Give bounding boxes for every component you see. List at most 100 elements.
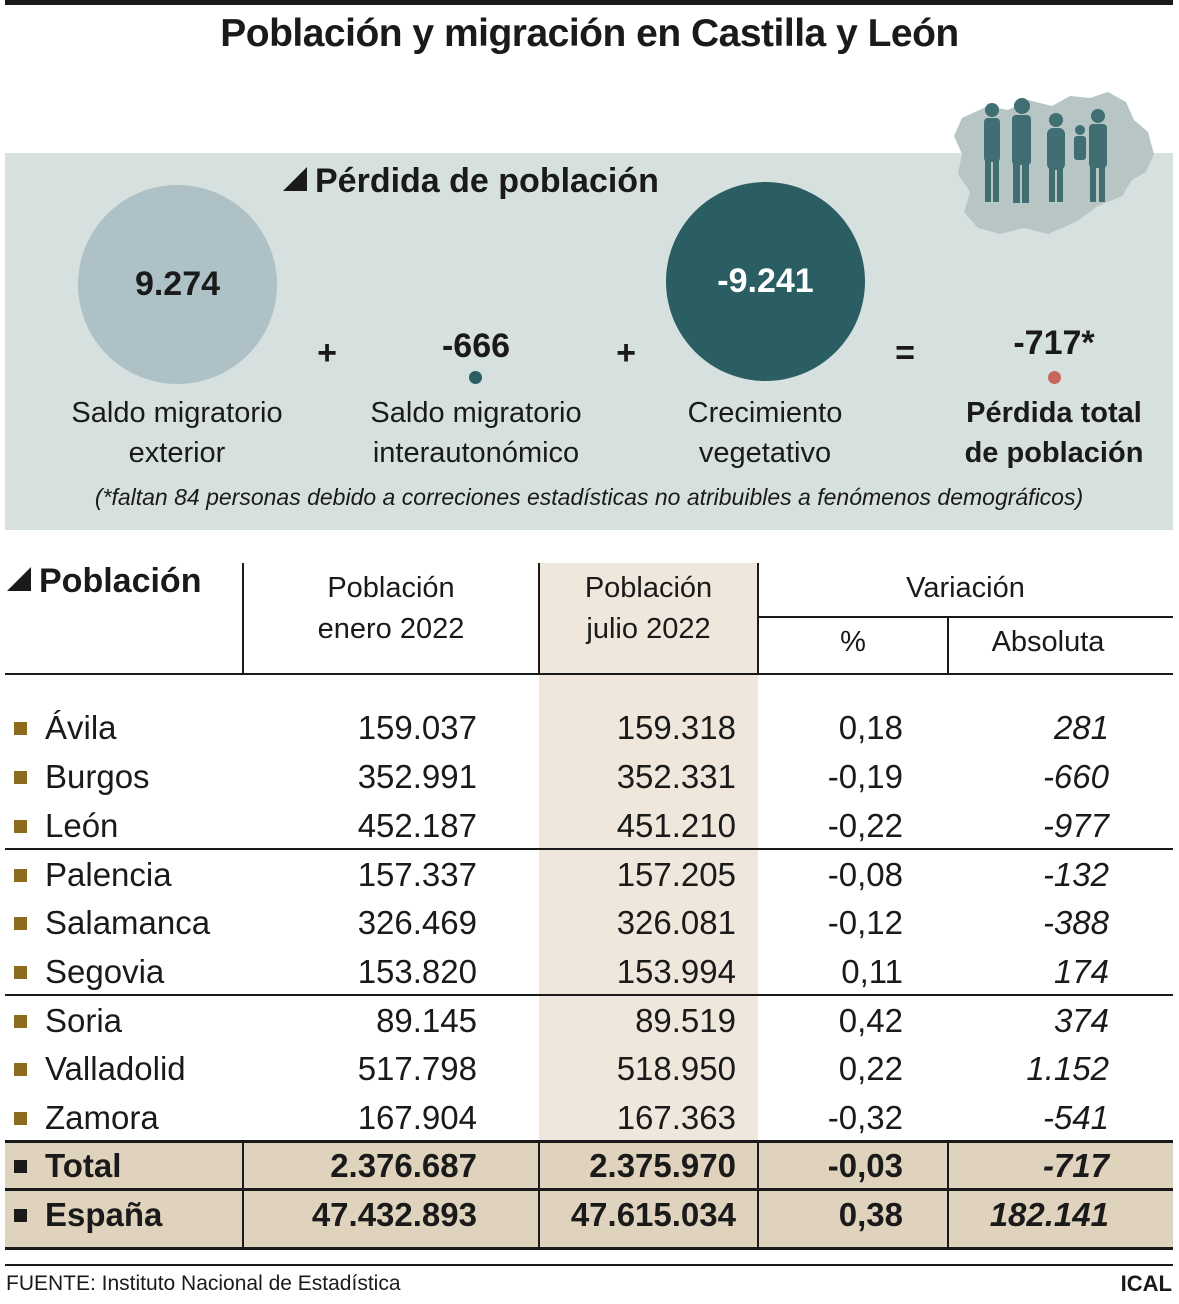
population-heading-text: Población (39, 562, 202, 600)
population-heading: Población (7, 562, 201, 601)
cell-pct: 0,42 (838, 1002, 903, 1039)
row-name: Ávila (45, 709, 117, 746)
group-rule-1 (5, 848, 1173, 850)
natural-growth-circle: -9.241 (666, 182, 865, 381)
natural-growth-label: Crecimiento vegetativo (625, 393, 905, 473)
cell-julio: 451.210 (616, 807, 736, 844)
cell-julio: 89.519 (635, 1002, 736, 1039)
group-rule-2 (5, 994, 1173, 996)
totals-divider-4 (947, 1141, 949, 1249)
cell-enero: 517.798 (357, 1050, 477, 1087)
row-name: Total (45, 1147, 122, 1184)
interregional-migration-value: -666 (441, 327, 511, 365)
cell-enero: 326.469 (357, 904, 477, 941)
row-marker (14, 722, 27, 735)
heading-triangle-icon (283, 167, 307, 191)
cell-julio: 167.363 (616, 1099, 736, 1136)
region-map-illustration (954, 92, 1154, 234)
header-divider-4 (947, 617, 949, 675)
cell-pct: -0,22 (827, 807, 903, 844)
heading-triangle-icon (7, 567, 31, 591)
row-name: Segovia (45, 953, 165, 990)
cell-enero: 352.991 (357, 758, 477, 795)
cell-pct: -0,12 (827, 904, 903, 941)
natural-growth-value: -9.241 (717, 262, 814, 300)
header-enero-line1: Población (327, 572, 455, 604)
source-note: FUENTE: Instituto Nacional de Estadístic… (6, 1272, 401, 1295)
external-migration-label-line2: exterior (128, 437, 226, 469)
loss-heading-text: Pérdida de población (315, 162, 659, 200)
row-marker (14, 771, 27, 784)
cell-pct: 0,18 (838, 709, 903, 746)
totals-bottom-rule (5, 1247, 1173, 1250)
cell-abs: -388 (1042, 904, 1109, 941)
row-marker (14, 1112, 27, 1125)
header-pct: % (840, 626, 866, 658)
external-migration-circle: 9.274 (78, 185, 277, 384)
cell-pct: 0,22 (838, 1050, 903, 1087)
row-name: León (45, 807, 119, 844)
cell-pct: -0,08 (827, 856, 903, 893)
cell-pct: -0,03 (827, 1147, 903, 1184)
totals-divider-3 (757, 1141, 759, 1249)
julio-column-band (539, 563, 758, 1141)
cell-abs: -660 (1042, 758, 1109, 795)
row-name: Zamora (45, 1099, 159, 1136)
row-marker (14, 1160, 27, 1173)
cell-abs: 374 (1053, 1002, 1109, 1039)
row-name: Palencia (45, 856, 172, 893)
header-julio: Población julio 2022 (539, 568, 758, 650)
cell-pct: 0,38 (838, 1196, 903, 1233)
header-divider-2 (538, 563, 540, 675)
cell-abs: 182.141 (989, 1196, 1109, 1233)
header-enero-line2: enero 2022 (317, 613, 465, 645)
cell-abs: 174 (1053, 953, 1109, 990)
header-divider-1 (242, 563, 244, 675)
total-loss-value: -717* (1013, 324, 1095, 362)
totals-divider-1 (242, 1141, 244, 1249)
header-julio-line1: Población (584, 572, 713, 604)
cell-julio: 153.994 (616, 953, 736, 990)
cell-pct: -0,32 (827, 1099, 903, 1136)
row-marker (14, 1015, 27, 1028)
cell-enero: 167.904 (357, 1099, 477, 1136)
totals-band (5, 1142, 1173, 1248)
cell-abs: 1.152 (1026, 1050, 1109, 1087)
interregional-migration-label: Saldo migratorio interautonómico (336, 393, 616, 473)
row-name: España (45, 1196, 163, 1233)
natural-growth-label-line2: vegetativo (698, 437, 832, 469)
cell-abs: -717 (1042, 1147, 1109, 1184)
plus-operator-2: + (616, 334, 636, 372)
row-marker (14, 869, 27, 882)
footer-rule (5, 1264, 1173, 1266)
plus-operator-1: + (317, 334, 337, 372)
natural-growth-label-line1: Crecimiento (687, 397, 843, 429)
header-julio-line2: julio 2022 (586, 613, 711, 645)
cell-enero: 89.145 (376, 1002, 477, 1039)
cell-pct: -0,19 (827, 758, 903, 795)
totals-top-rule (5, 1140, 1173, 1143)
cell-enero: 452.187 (357, 807, 477, 844)
variacion-underline (758, 616, 1173, 618)
cell-enero: 153.820 (357, 953, 477, 990)
header-enero: Población enero 2022 (243, 568, 539, 650)
row-name: Burgos (45, 758, 150, 795)
cell-enero: 2.376.687 (330, 1147, 477, 1184)
interregional-migration-label-line1: Saldo migratorio (370, 397, 582, 429)
row-name: Valladolid (45, 1050, 186, 1087)
cell-enero: 157.337 (357, 856, 477, 893)
cell-julio: 326.081 (616, 904, 736, 941)
cell-abs: -132 (1042, 856, 1109, 893)
header-divider-3 (757, 563, 759, 675)
external-migration-value: 9.274 (134, 265, 221, 303)
cell-pct: 0,11 (841, 953, 903, 990)
header-bottom-rule (5, 673, 1173, 675)
interregional-migration-dot (469, 371, 482, 384)
cell-abs: -541 (1042, 1099, 1109, 1136)
equals-operator: = (895, 334, 915, 372)
row-marker (14, 820, 27, 833)
cell-julio: 352.331 (616, 758, 736, 795)
header-variacion: Variación (906, 572, 1025, 604)
brand-logo: ICAL (1120, 1271, 1172, 1296)
cell-abs: 281 (1053, 709, 1109, 746)
